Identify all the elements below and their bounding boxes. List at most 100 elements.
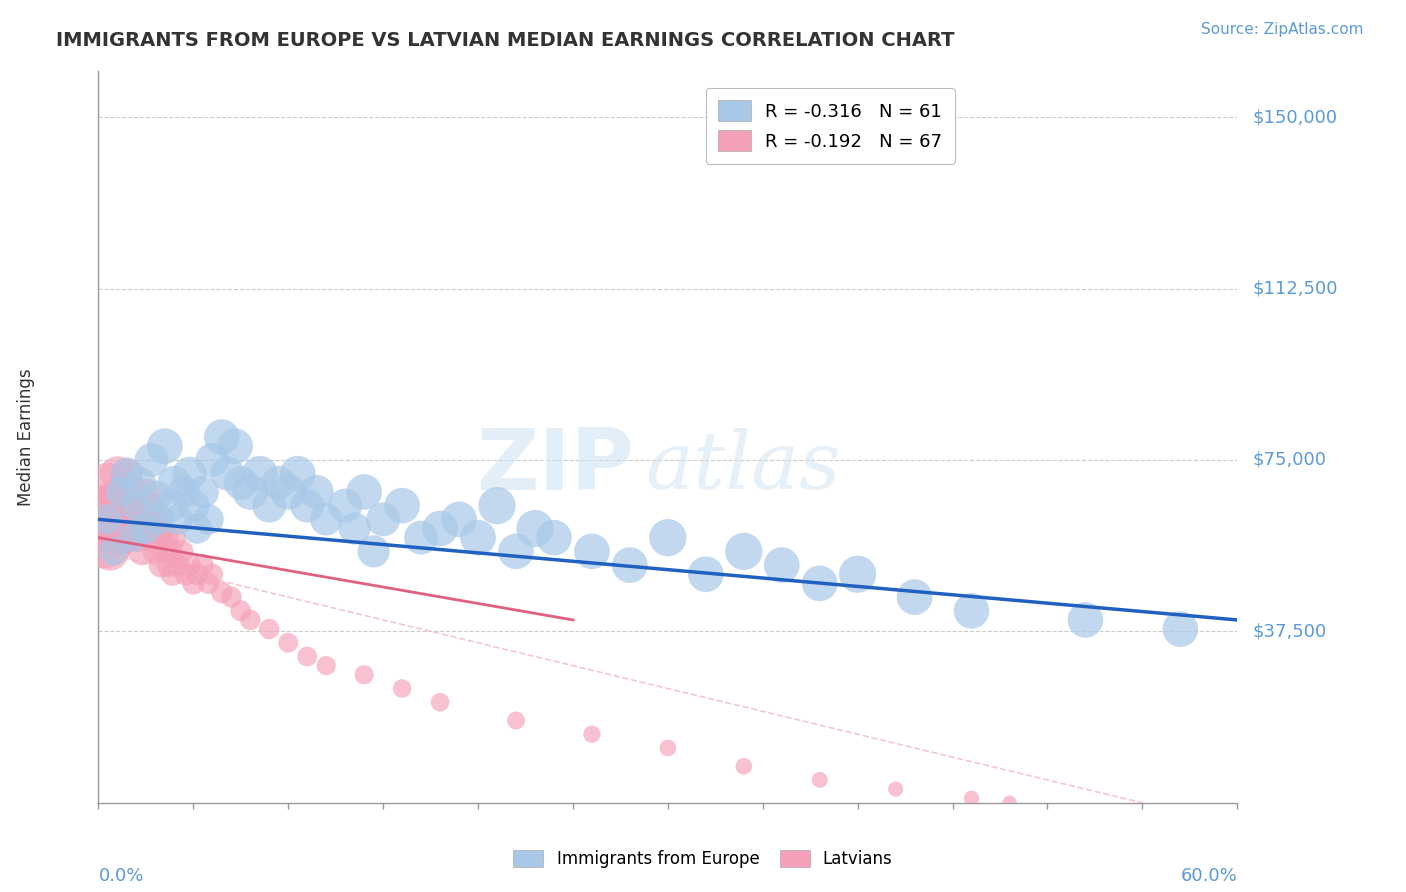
Point [125, 499, 148, 513]
Point [657, 740, 679, 755]
Point [297, 649, 319, 664]
Point [695, 567, 717, 582]
Point [884, 782, 907, 797]
Point [315, 658, 337, 673]
Point [335, 499, 357, 513]
Point [229, 475, 252, 490]
Point [186, 521, 208, 535]
Point [371, 512, 394, 526]
Point [239, 484, 262, 499]
Point [163, 531, 186, 545]
Point [124, 512, 146, 526]
Point [211, 585, 233, 599]
Point [201, 567, 224, 582]
Point [505, 544, 527, 558]
Point [103, 499, 125, 513]
Point [429, 695, 451, 709]
Point [259, 622, 281, 636]
Point [107, 467, 129, 481]
Point [1074, 613, 1097, 627]
Point [904, 590, 927, 604]
Point [131, 544, 153, 558]
Point [619, 558, 641, 573]
Text: 60.0%: 60.0% [1181, 867, 1237, 885]
Point [353, 667, 375, 681]
Point [808, 772, 831, 787]
Legend: Immigrants from Europe, Latvians: Immigrants from Europe, Latvians [506, 843, 900, 875]
Point [449, 512, 471, 526]
Point [211, 430, 233, 444]
Text: Source: ZipAtlas.com: Source: ZipAtlas.com [1201, 22, 1364, 37]
Point [167, 558, 190, 573]
Point [343, 521, 366, 535]
Point [186, 567, 208, 582]
Point [259, 499, 281, 513]
Point [104, 531, 127, 545]
Point [315, 512, 337, 526]
Text: $37,500: $37,500 [1253, 623, 1327, 640]
Point [115, 467, 138, 481]
Point [145, 490, 167, 504]
Point [846, 567, 869, 582]
Point [110, 484, 132, 499]
Point [159, 544, 181, 558]
Point [98, 544, 121, 558]
Point [581, 544, 603, 558]
Point [108, 499, 131, 513]
Point [127, 531, 149, 545]
Point [94, 499, 117, 513]
Point [770, 558, 793, 573]
Point [391, 499, 413, 513]
Point [114, 531, 136, 545]
Point [91, 512, 114, 526]
Point [191, 558, 214, 573]
Legend: R = -0.316   N = 61, R = -0.192   N = 67: R = -0.316 N = 61, R = -0.192 N = 67 [706, 87, 955, 164]
Point [138, 531, 160, 545]
Point [249, 467, 271, 481]
Point [183, 499, 205, 513]
Point [100, 521, 122, 535]
Point [148, 512, 170, 526]
Point [141, 453, 163, 467]
Point [136, 512, 159, 526]
Point [363, 544, 385, 558]
Point [201, 453, 224, 467]
Point [197, 512, 219, 526]
Point [132, 521, 155, 535]
Point [153, 544, 176, 558]
Point [486, 499, 509, 513]
Point [217, 467, 239, 481]
Point [524, 521, 547, 535]
Text: IMMIGRANTS FROM EUROPE VS LATVIAN MEDIAN EARNINGS CORRELATION CHART: IMMIGRANTS FROM EUROPE VS LATVIAN MEDIAN… [56, 31, 955, 50]
Point [221, 590, 243, 604]
Point [121, 531, 143, 545]
Point [148, 531, 170, 545]
Point [287, 467, 309, 481]
Point [120, 521, 142, 535]
Point [191, 484, 214, 499]
Point [197, 576, 219, 591]
Text: $150,000: $150,000 [1253, 108, 1337, 126]
Text: Median Earnings: Median Earnings [17, 368, 35, 506]
Point [103, 544, 125, 558]
Point [145, 544, 167, 558]
Point [156, 531, 179, 545]
Point [112, 521, 135, 535]
Point [467, 531, 489, 545]
Point [411, 531, 433, 545]
Point [121, 484, 143, 499]
Point [142, 521, 165, 535]
Point [118, 499, 141, 513]
Point [129, 475, 152, 490]
Point [159, 499, 181, 513]
Point [657, 531, 679, 545]
Point [808, 576, 831, 591]
Point [267, 475, 290, 490]
Point [110, 484, 132, 499]
Point [167, 512, 190, 526]
Point [125, 499, 148, 513]
Point [960, 791, 983, 805]
Point [277, 484, 299, 499]
Point [141, 499, 163, 513]
Point [179, 467, 201, 481]
